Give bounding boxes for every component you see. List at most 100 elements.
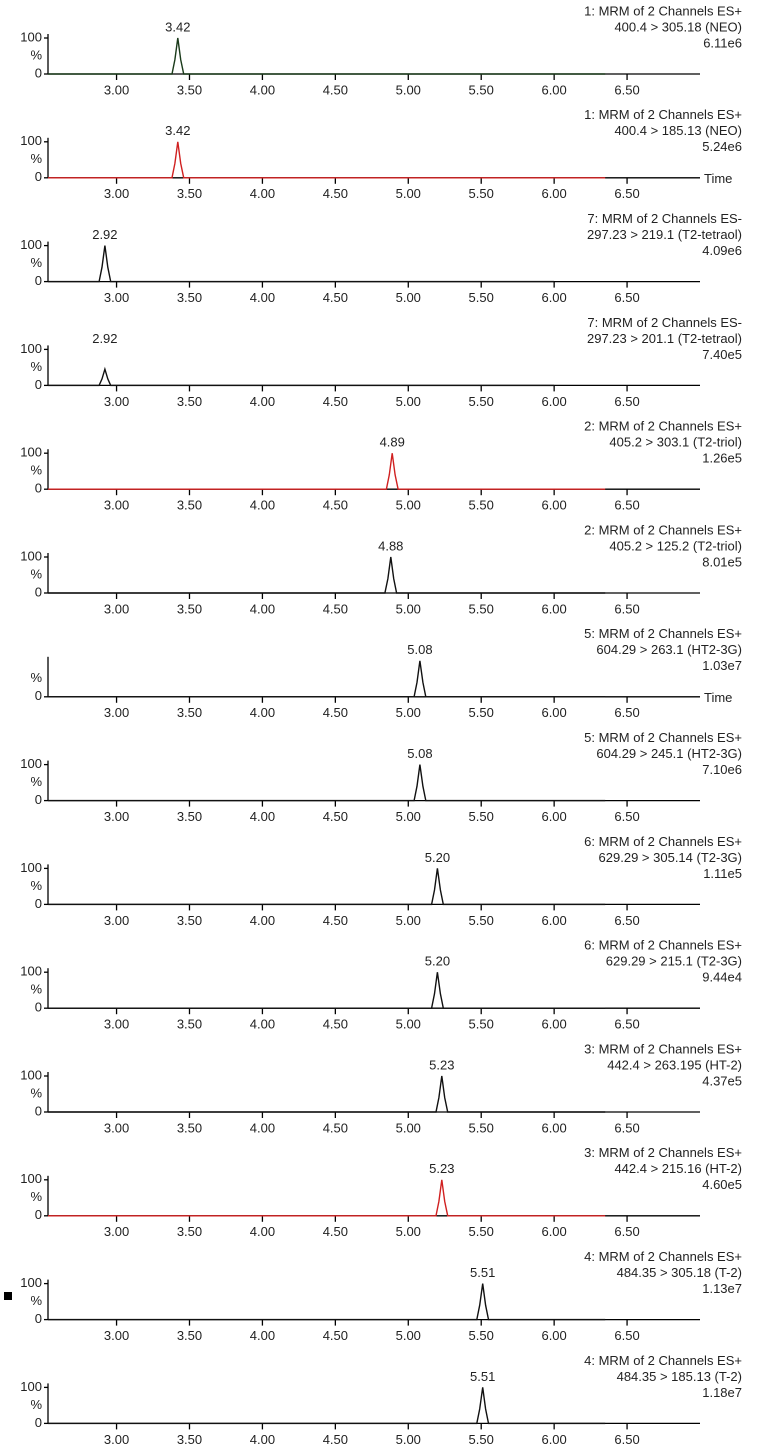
x-tick-label: 4.00 bbox=[250, 705, 275, 720]
trace-header: 442.4 > 263.195 (HT-2) bbox=[607, 1057, 742, 1072]
x-tick-label: 5.50 bbox=[469, 1017, 494, 1032]
x-tick-label: 5.00 bbox=[396, 1017, 421, 1032]
x-tick-label: 4.50 bbox=[323, 1224, 348, 1239]
x-tick-label: 5.50 bbox=[469, 1120, 494, 1135]
trace-header: 604.29 > 263.1 (HT2-3G) bbox=[596, 642, 742, 657]
x-tick-label: 4.00 bbox=[250, 601, 275, 616]
x-tick-label: 5.50 bbox=[469, 1432, 494, 1446]
y-tick-label: 0 bbox=[35, 688, 42, 703]
peak-label: 2.92 bbox=[92, 227, 117, 242]
x-tick-label: 3.50 bbox=[177, 186, 202, 201]
x-tick-label: 4.00 bbox=[250, 186, 275, 201]
x-tick-label: 6.50 bbox=[614, 1120, 639, 1135]
trace-header: 5: MRM of 2 Channels ES+ bbox=[584, 626, 742, 641]
trace-header: 1.18e7 bbox=[702, 1385, 742, 1400]
x-tick-label: 4.00 bbox=[250, 1432, 275, 1446]
trace bbox=[48, 972, 606, 1009]
x-tick-label: 5.00 bbox=[396, 394, 421, 409]
trace bbox=[48, 764, 606, 802]
x-tick-label: 5.00 bbox=[396, 290, 421, 305]
trace-header: 4.60e5 bbox=[702, 1177, 742, 1192]
peak-label: 2.92 bbox=[92, 331, 117, 346]
y-tick-label: 100 bbox=[20, 1067, 42, 1082]
peak-label: 5.23 bbox=[429, 1161, 454, 1176]
x-tick-label: 3.50 bbox=[177, 498, 202, 513]
y-tick-label: 0 bbox=[35, 377, 42, 392]
peak-label: 5.23 bbox=[429, 1057, 454, 1072]
y-tick-label: 100 bbox=[20, 548, 42, 563]
x-tick-label: 6.50 bbox=[614, 498, 639, 513]
y-tick-label: 100 bbox=[20, 237, 42, 252]
trace bbox=[48, 366, 555, 387]
x-tick-label: 5.50 bbox=[469, 82, 494, 97]
trace-header: 484.35 > 305.18 (T-2) bbox=[617, 1265, 742, 1280]
trace-header: 9.44e4 bbox=[702, 970, 742, 985]
y-tick-label: 100 bbox=[20, 860, 42, 875]
x-tick-label: 6.00 bbox=[541, 809, 566, 824]
x-tick-label: 3.00 bbox=[104, 498, 129, 513]
x-tick-label: 6.00 bbox=[541, 705, 566, 720]
x-tick-label: 6.50 bbox=[614, 82, 639, 97]
y-axis-label: % bbox=[30, 47, 42, 62]
x-tick-label: 6.50 bbox=[614, 705, 639, 720]
x-tick-label: 3.50 bbox=[177, 290, 202, 305]
trace-header: 1.13e7 bbox=[702, 1281, 742, 1296]
trace-header: 7: MRM of 2 Channels ES- bbox=[587, 315, 742, 330]
x-tick-label: 6.50 bbox=[614, 290, 639, 305]
x-tick-label: 4.00 bbox=[250, 1017, 275, 1032]
peak-label: 5.08 bbox=[407, 642, 432, 657]
peak-label: 4.89 bbox=[380, 435, 405, 450]
x-tick-label: 4.50 bbox=[323, 1432, 348, 1446]
trace-header: 405.2 > 303.1 (T2-triol) bbox=[609, 435, 742, 450]
x-tick-label: 4.00 bbox=[250, 290, 275, 305]
y-tick-label: 0 bbox=[35, 481, 42, 496]
x-tick-label: 6.00 bbox=[541, 82, 566, 97]
x-tick-label: 5.50 bbox=[469, 290, 494, 305]
trace-header: 5: MRM of 2 Channels ES+ bbox=[584, 730, 742, 745]
x-tick-label: 6.00 bbox=[541, 1224, 566, 1239]
peak-label: 5.20 bbox=[425, 850, 450, 865]
peak-label: 5.20 bbox=[425, 954, 450, 969]
trace-header: 484.35 > 185.13 (T-2) bbox=[617, 1369, 742, 1384]
x-tick-label: 5.50 bbox=[469, 705, 494, 720]
y-tick-label: 100 bbox=[20, 1275, 42, 1290]
x-tick-label: 3.00 bbox=[104, 82, 129, 97]
y-axis-label: % bbox=[30, 878, 42, 893]
trace-header: 7.10e6 bbox=[702, 762, 742, 777]
trace-header: 3: MRM of 2 Channels ES+ bbox=[584, 1041, 742, 1056]
x-tick-label: 6.50 bbox=[614, 1017, 639, 1032]
peak-label: 5.51 bbox=[470, 1369, 495, 1384]
x-tick-label: 4.00 bbox=[250, 82, 275, 97]
x-tick-label: 5.50 bbox=[469, 1224, 494, 1239]
y-axis-label: % bbox=[30, 670, 42, 685]
y-axis-label: % bbox=[30, 1293, 42, 1308]
x-tick-label: 6.50 bbox=[614, 1328, 639, 1343]
x-tick-label: 4.50 bbox=[323, 705, 348, 720]
trace-header: 7: MRM of 2 Channels ES- bbox=[587, 211, 742, 226]
trace-header: 3: MRM of 2 Channels ES+ bbox=[584, 1145, 742, 1160]
trace-header: 629.29 > 305.14 (T2-3G) bbox=[599, 850, 742, 865]
x-tick-label: 4.50 bbox=[323, 290, 348, 305]
peak-label: 5.51 bbox=[470, 1265, 495, 1280]
x-tick-label: 6.00 bbox=[541, 913, 566, 928]
x-tick-label: 4.00 bbox=[250, 1224, 275, 1239]
x-tick-label: 3.00 bbox=[104, 601, 129, 616]
x-tick-label: 6.00 bbox=[541, 1328, 566, 1343]
x-tick-label: 3.50 bbox=[177, 82, 202, 97]
x-tick-label: 3.50 bbox=[177, 705, 202, 720]
trace-header: 604.29 > 245.1 (HT2-3G) bbox=[596, 746, 742, 761]
y-tick-label: 100 bbox=[20, 29, 42, 44]
trace bbox=[48, 1283, 606, 1321]
trace-header: 629.29 > 215.1 (T2-3G) bbox=[606, 954, 742, 969]
y-tick-label: 0 bbox=[35, 169, 42, 184]
y-tick-label: 0 bbox=[35, 584, 42, 599]
trace bbox=[48, 1075, 606, 1113]
x-axis-label: Time bbox=[704, 690, 732, 705]
x-tick-label: 3.00 bbox=[104, 1017, 129, 1032]
x-tick-label: 6.00 bbox=[541, 601, 566, 616]
x-tick-label: 6.50 bbox=[614, 394, 639, 409]
y-tick-label: 0 bbox=[35, 1311, 42, 1326]
trace-header: 6.11e6 bbox=[703, 35, 742, 50]
y-tick-label: 100 bbox=[20, 756, 42, 771]
